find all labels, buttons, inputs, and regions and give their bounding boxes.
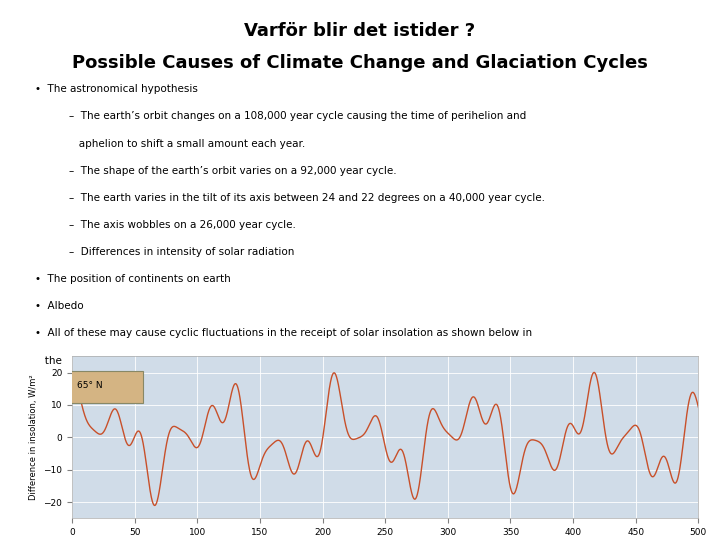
Text: –  The earth’s orbit changes on a 108,000 year cycle causing the time of perihel: – The earth’s orbit changes on a 108,000…	[69, 111, 526, 122]
Text: –  The axis wobbles on a 26,000 year cycle.: – The axis wobbles on a 26,000 year cycl…	[69, 220, 296, 230]
Text: –  The shape of the earth’s orbit varies on a 92,000 year cycle.: – The shape of the earth’s orbit varies …	[69, 166, 397, 176]
Text: •  The astronomical hypothesis: • The astronomical hypothesis	[35, 84, 199, 94]
Text: the: the	[35, 355, 66, 366]
Text: •  The position of continents on earth: • The position of continents on earth	[35, 274, 231, 284]
Text: •  All of these may cause cyclic fluctuations in the receipt of solar insolation: • All of these may cause cyclic fluctuat…	[35, 328, 533, 339]
Text: aphelion to shift a small amount each year.: aphelion to shift a small amount each ye…	[69, 139, 305, 148]
Text: Possible Causes of Climate Change and Glaciation Cycles: Possible Causes of Climate Change and Gl…	[72, 54, 648, 72]
FancyBboxPatch shape	[68, 371, 143, 403]
Y-axis label: Difference in insolation, W/m²: Difference in insolation, W/m²	[29, 375, 37, 500]
Text: –  The earth varies in the tilt of its axis between 24 and 22 degrees on a 40,00: – The earth varies in the tilt of its ax…	[69, 193, 545, 203]
Text: –  Differences in intensity of solar radiation: – Differences in intensity of solar radi…	[69, 247, 294, 257]
Text: •  Albedo: • Albedo	[35, 301, 84, 311]
Text: Varför blir det istider ?: Varför blir det istider ?	[244, 22, 476, 39]
Text: Curve: Curve	[145, 355, 179, 366]
Text: Milankovitch: Milankovitch	[72, 355, 148, 366]
Text: 65° N: 65° N	[77, 381, 103, 390]
